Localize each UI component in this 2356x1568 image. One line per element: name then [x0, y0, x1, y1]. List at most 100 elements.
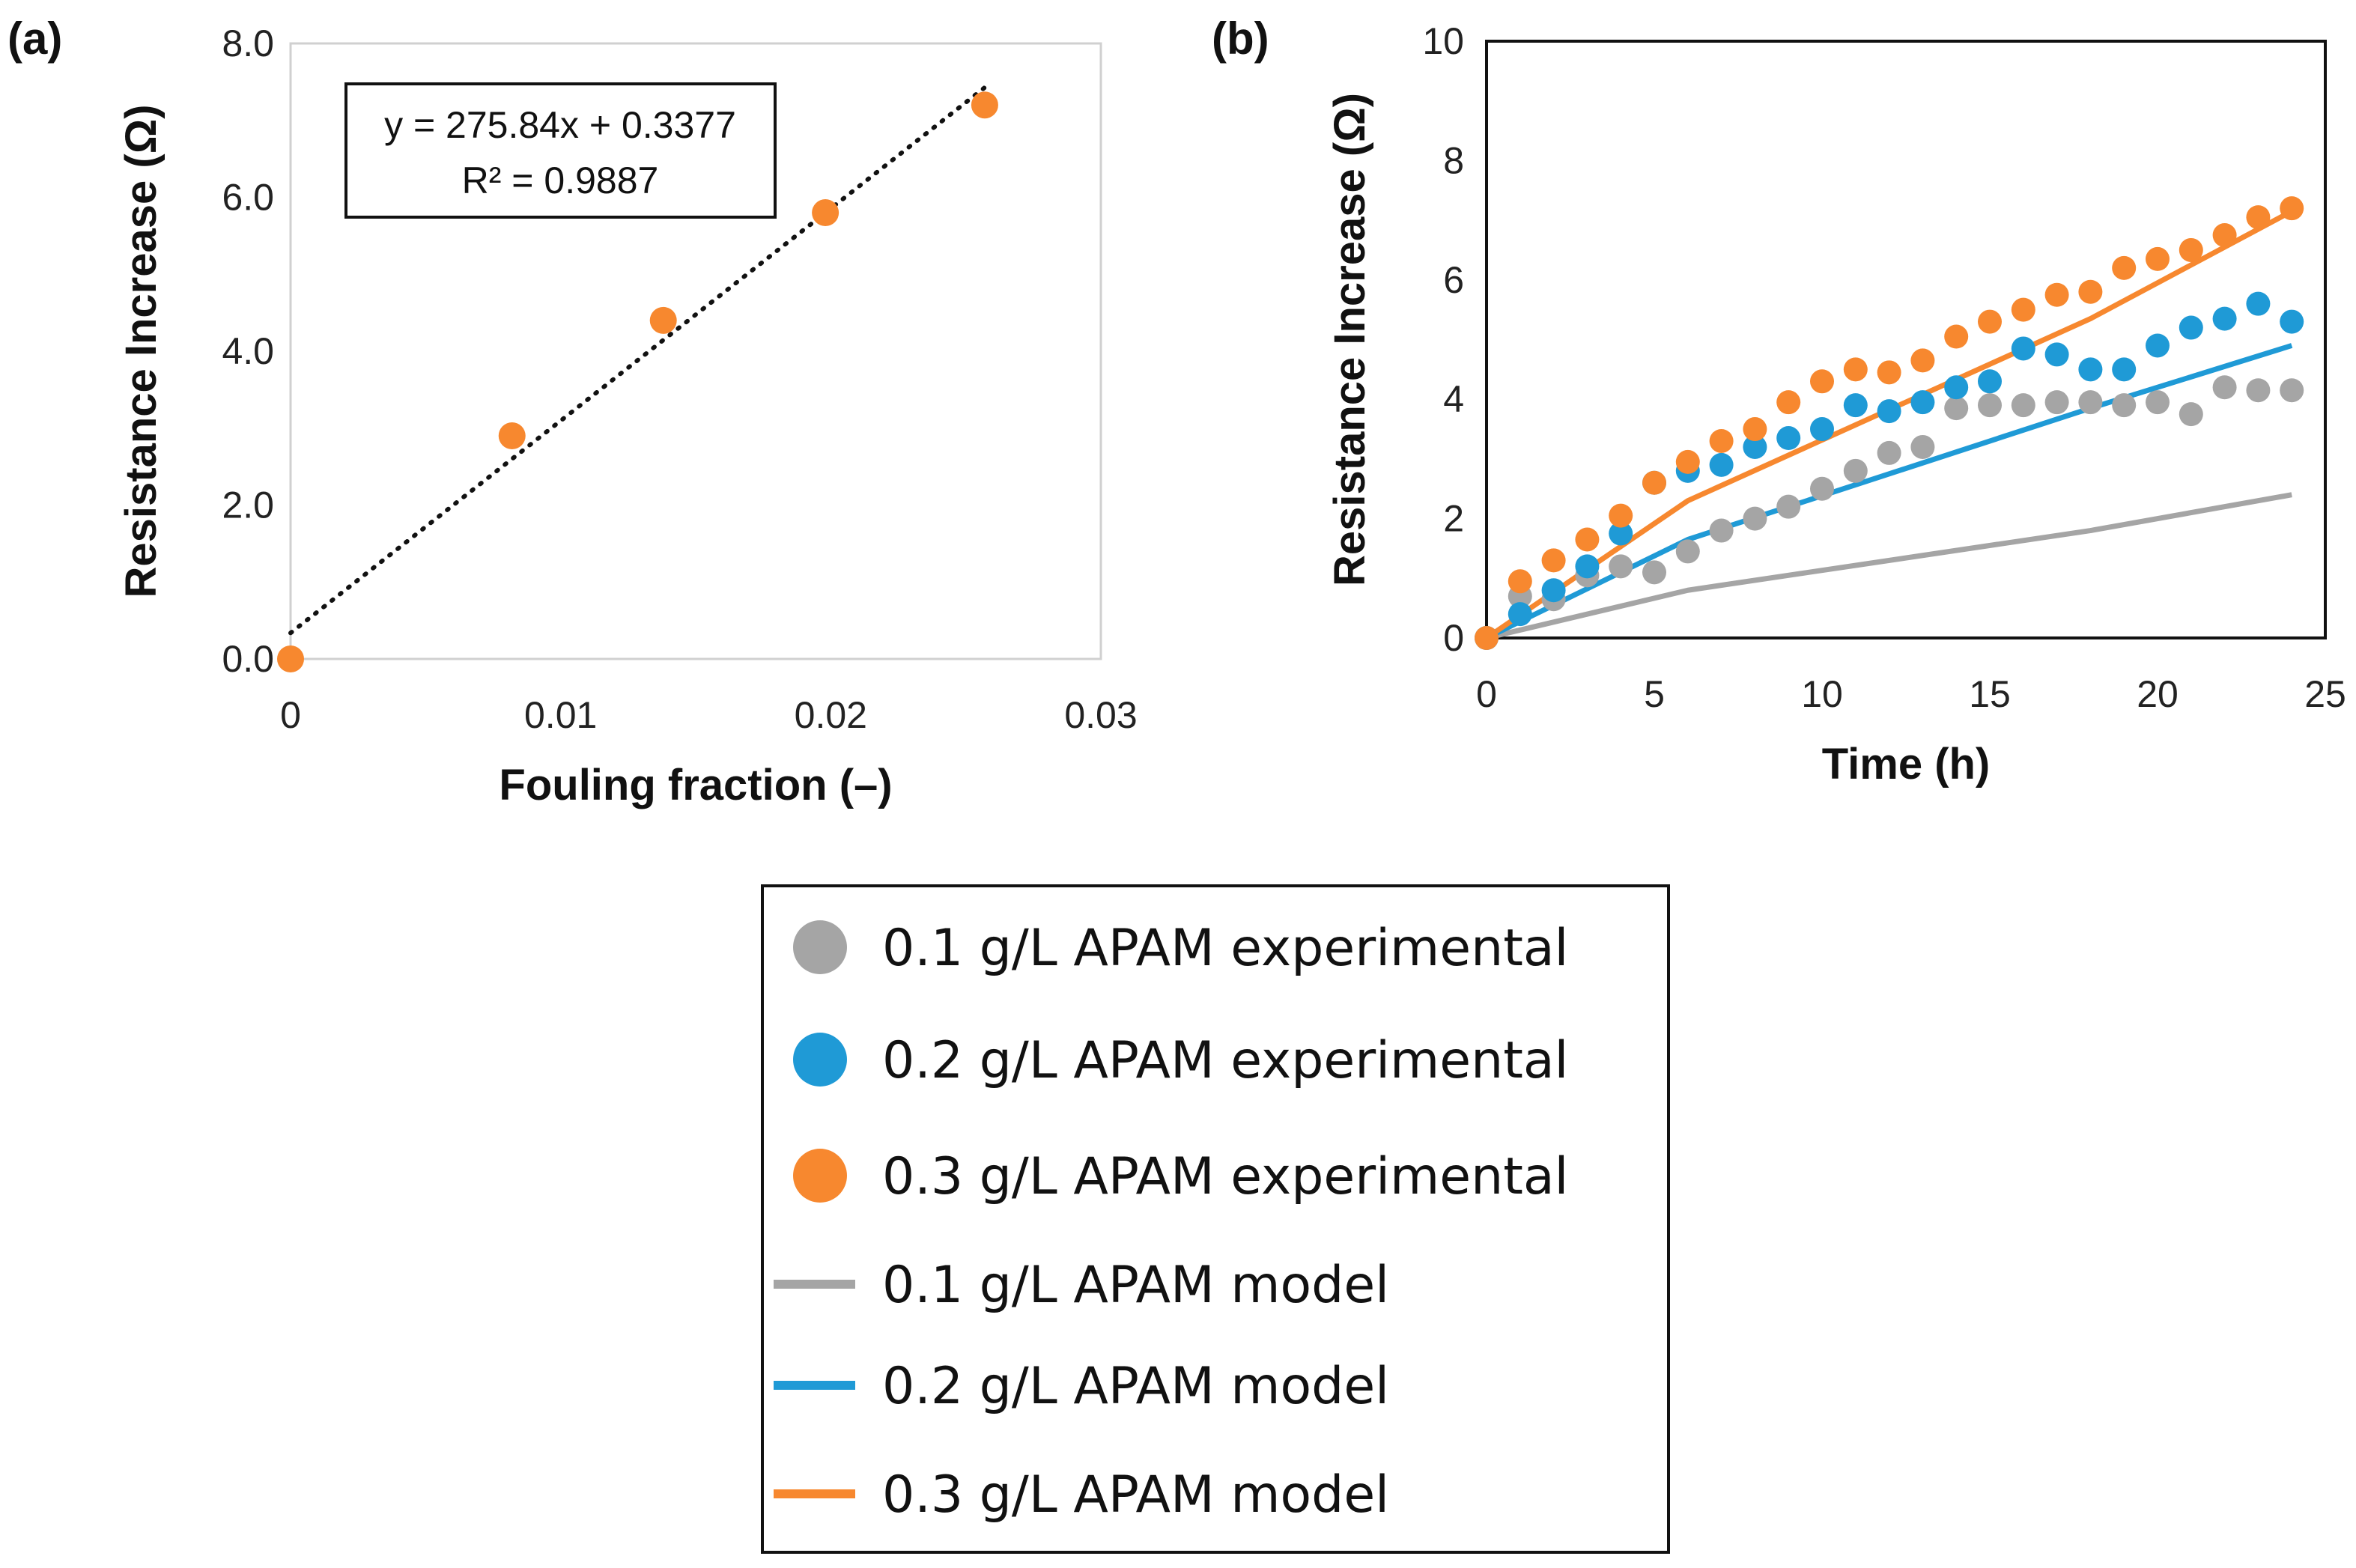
data-point: [2044, 342, 2069, 367]
legend-marker-dot: [793, 1149, 847, 1203]
data-point: [1978, 369, 2002, 394]
data-point: [2112, 393, 2137, 418]
legend-marker-dot: [793, 1033, 847, 1087]
y-tick-label: 6: [1443, 259, 1464, 301]
data-point: [2044, 390, 2069, 415]
data-point: [1541, 548, 1566, 573]
panel-b-y-axis-title: Resistance Increase (Ω): [1326, 93, 1374, 586]
model-line: [1485, 343, 2293, 641]
panel-a-y-axis-title: Resistance Increase (Ω): [117, 104, 166, 598]
data-point: [1609, 554, 1633, 579]
data-point: [1776, 426, 1801, 451]
data-point: [2280, 309, 2304, 334]
data-point: [1642, 470, 1666, 495]
x-tick-label: 0.02: [795, 694, 867, 736]
data-point: [2212, 223, 2237, 248]
data-point: [812, 199, 840, 227]
legend-label: 0.1 g/L APAM model: [882, 1256, 1389, 1315]
panel-b-chart: (b) 0 2 4 6 8 10 0 5 10 15 20 25 Time (h) Resistan…: [1212, 13, 2346, 788]
data-point: [1709, 518, 1734, 543]
data-point: [1944, 375, 1969, 400]
y-tick-label: 8: [1443, 139, 1464, 181]
data-point: [1843, 458, 1868, 483]
panel-b-plot-area: [1485, 40, 2327, 639]
data-point: [1743, 506, 1767, 531]
data-point: [1910, 390, 1935, 415]
x-tick-label: 0.01: [524, 694, 597, 736]
data-point: [1475, 626, 1499, 650]
legend-label: 0.3 g/L APAM model: [882, 1465, 1389, 1525]
y-tick-label: 4: [1443, 378, 1464, 420]
data-point: [1675, 449, 1700, 474]
data-point: [1944, 324, 1969, 349]
data-point: [1709, 428, 1734, 453]
data-point: [2179, 402, 2203, 427]
data-point: [1675, 539, 1700, 564]
data-point: [1843, 393, 1868, 418]
r-squared-text: R² = 0.9887: [462, 159, 659, 201]
y-tick-label: 8.0: [222, 22, 274, 64]
x-tick-label: 5: [1644, 673, 1665, 715]
legend-label: 0.1 g/L APAM experimental: [882, 919, 1568, 978]
legend: 0.1 g/L APAM experimental 0.2 g/L APAM ex…: [761, 884, 1670, 1554]
data-point: [2246, 378, 2271, 403]
data-point: [1743, 417, 1767, 442]
data-point: [277, 645, 304, 672]
equation-box: y = 275.84x + 0.3377 R² = 0.9887: [344, 82, 777, 219]
y-tick-label: 10: [1422, 20, 1464, 62]
data-point: [1508, 569, 1532, 594]
data-point: [1609, 521, 1633, 546]
panel-b-label: (b): [1212, 13, 1269, 64]
x-tick-label: 25: [2304, 673, 2346, 715]
data-point: [2179, 237, 2203, 262]
data-point: [2146, 390, 2170, 415]
data-point: [2112, 357, 2137, 382]
data-point: [2212, 306, 2237, 331]
data-point: [2011, 393, 2035, 418]
equation-box-frame: [344, 82, 777, 219]
data-point: [1642, 560, 1666, 585]
model-line: [1486, 492, 2292, 641]
x-tick-label: 10: [1801, 673, 1843, 715]
data-point: [2044, 282, 2069, 307]
data-point: [1743, 434, 1767, 459]
data-point: [1910, 348, 1935, 373]
data-point: [1541, 578, 1566, 603]
data-point: [1776, 494, 1801, 519]
data-point: [1978, 393, 2002, 418]
data-point: [2078, 279, 2103, 304]
panel-a-chart: (a) 0.0 2.0 4.0 6.0 8.0 0 0.01 0.02 0.03 y = 27…: [7, 13, 1138, 809]
data-point: [2179, 315, 2203, 340]
data-point: [1877, 360, 1901, 385]
y-tick-label: 2.0: [222, 484, 274, 526]
legend-label: 0.3 g/L APAM experimental: [882, 1147, 1568, 1206]
data-point: [1944, 396, 1969, 421]
legend-items: 0.1 g/L APAM experimental 0.2 g/L APAM ex…: [774, 919, 1568, 1525]
data-point: [2112, 255, 2137, 280]
data-point: [1910, 434, 1935, 459]
data-point: [2280, 378, 2304, 403]
panel-b-x-ticks: 0 5 10 15 20 25: [1476, 673, 2346, 715]
data-point: [1810, 417, 1834, 442]
equation-text: y = 275.84x + 0.3377: [384, 104, 736, 146]
legend-label: 0.2 g/L APAM experimental: [882, 1031, 1568, 1090]
y-tick-label: 0.0: [222, 638, 274, 680]
data-point: [1709, 452, 1734, 477]
panel-a-trendline: [288, 85, 987, 636]
x-tick-label: 0: [1476, 673, 1497, 715]
data-point: [1508, 602, 1532, 627]
panel-b-y-ticks: 0 2 4 6 8 10: [1422, 20, 1464, 659]
panel-a-y-ticks: 0.0 2.0 4.0 6.0 8.0: [222, 22, 274, 680]
panel-b-x-axis-title: Time (h): [1822, 740, 1991, 788]
data-point: [2011, 297, 2035, 322]
data-point: [1810, 369, 1834, 394]
panel-a-x-axis-title: Fouling fraction (–): [499, 761, 892, 809]
data-point: [649, 306, 677, 334]
data-point: [498, 422, 526, 450]
panel-a-points: [277, 91, 998, 672]
data-point: [2146, 333, 2170, 358]
legend-frame: [761, 884, 1670, 1554]
legend-label: 0.2 g/L APAM model: [882, 1357, 1389, 1416]
data-point: [2078, 357, 2103, 382]
